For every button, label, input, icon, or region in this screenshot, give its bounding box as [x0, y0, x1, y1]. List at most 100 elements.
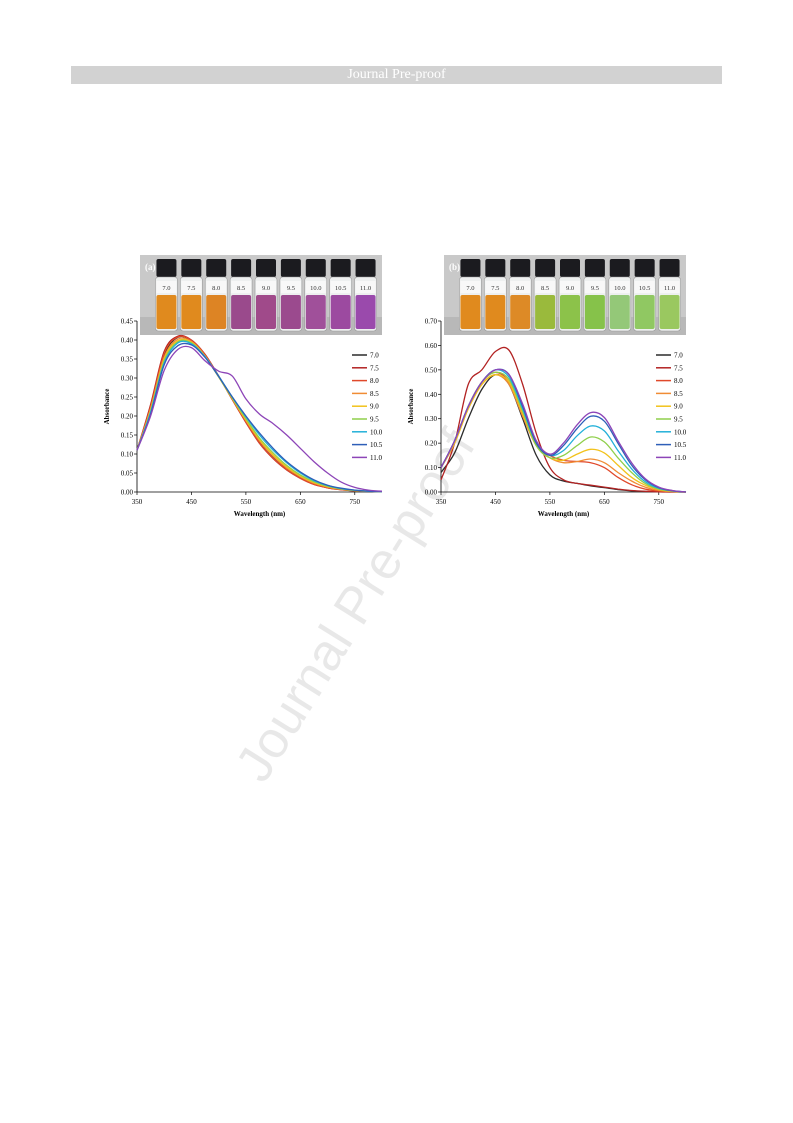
vial-solution	[560, 295, 580, 329]
vial-ph-label: 7.5	[187, 285, 195, 292]
x-tick-label: 350	[436, 498, 447, 506]
vial-solution	[206, 295, 227, 329]
y-tick-label: 0.25	[121, 394, 134, 402]
legend-label: 10.0	[674, 428, 687, 436]
vial-cap	[535, 259, 556, 277]
vial-label-sticker	[231, 281, 252, 293]
series-line	[440, 346, 686, 493]
vial-cap	[355, 259, 376, 277]
vial-ph-label: 8.0	[516, 285, 524, 292]
vial: 10.0	[304, 259, 328, 332]
legend-label: 7.0	[674, 352, 683, 360]
vial-solution	[305, 295, 326, 329]
vial-label-sticker	[535, 281, 556, 293]
y-tick-label: 0.20	[425, 440, 438, 448]
vial-photo: 7.0 7.5 8.0 8.5 9.0 9.5 10.0 10.5 11.0 (a)	[140, 255, 382, 335]
vial: 9.0	[254, 259, 278, 332]
vial-label-sticker	[256, 281, 276, 293]
legend-label: 10.5	[370, 441, 383, 449]
journal-banner: Journal Pre-proof	[71, 66, 722, 84]
vial-label-sticker	[609, 281, 630, 293]
vial-solution	[510, 295, 531, 329]
vial-solution	[659, 295, 680, 329]
legend: 7.0 7.5 8.0 8.5 9.0 9.5 10.0 10.5 11.0	[656, 352, 687, 462]
vial: 9.0	[558, 259, 582, 332]
series-line	[136, 340, 383, 493]
legend-label: 7.0	[370, 352, 379, 360]
x-tick-label: 450	[186, 498, 197, 506]
vial-solution	[330, 295, 351, 329]
series-group	[440, 346, 687, 493]
vial-ph-label: 9.5	[591, 285, 599, 292]
vial-solution	[535, 295, 556, 329]
series-group	[136, 334, 383, 493]
vial-ph-label: 10.0	[310, 285, 321, 292]
x-axis-label: Wavelength (nm)	[234, 510, 286, 518]
vial: 11.0	[658, 259, 681, 332]
vial-cap	[305, 259, 326, 277]
vial-solution	[231, 295, 252, 329]
vial: 8.0	[204, 259, 228, 332]
vial-cap	[206, 259, 227, 277]
vial-cap	[280, 259, 301, 277]
vial-ph-label: 9.0	[566, 285, 574, 292]
y-tick-label: 0.20	[121, 413, 134, 421]
vial-cap	[181, 259, 202, 277]
vial: 7.0	[459, 259, 482, 332]
y-tick-label: 0.70	[425, 318, 438, 326]
vial: 11.0	[354, 259, 377, 332]
y-tick-label: 0.50	[425, 366, 438, 374]
vial: 7.0	[155, 259, 178, 332]
legend-label: 8.0	[674, 377, 683, 385]
vial-solution	[156, 295, 177, 329]
vial-cap	[659, 259, 680, 277]
vial: 9.5	[583, 259, 607, 332]
x-tick-label: 750	[350, 498, 361, 506]
vial-solution	[355, 295, 376, 329]
chart-panel-b: 7.0 7.5 8.0 8.5 9.0 9.5 10.0 10.5 11.0 (b) 0.00 0.1…	[407, 255, 687, 518]
legend-label: 10.5	[674, 441, 687, 449]
vial-label-sticker	[584, 281, 605, 293]
vial-cap	[156, 259, 177, 277]
series-line	[440, 373, 686, 493]
vial-solution	[609, 295, 630, 329]
vial: 8.5	[229, 259, 253, 332]
vial-label-sticker	[330, 281, 351, 293]
y-tick-label: 0.00	[425, 489, 438, 497]
y-tick-label: 0.60	[425, 342, 438, 350]
vial-label-sticker	[206, 281, 227, 293]
vial-ph-label: 10.5	[335, 285, 346, 292]
vial-ph-label: 8.5	[541, 285, 549, 292]
vial-ph-label: 7.5	[491, 285, 499, 292]
vial-label-sticker	[156, 281, 177, 293]
x-axis-label: Wavelength (nm)	[538, 510, 590, 518]
legend-label: 8.5	[370, 390, 379, 398]
y-axis-label: Absorbance	[407, 389, 415, 425]
vial-cap	[609, 259, 630, 277]
vial-cap	[584, 259, 605, 277]
chart-panel-a: 7.0 7.5 8.0 8.5 9.0 9.5 10.0 10.5 11.0 (a) 0.00 0.0…	[103, 255, 383, 518]
vial-label-sticker	[355, 281, 376, 293]
legend-label: 9.0	[370, 403, 379, 411]
series-line	[440, 368, 687, 493]
series-line	[136, 339, 383, 493]
vial: 10.5	[329, 259, 352, 332]
legend-label: 9.0	[674, 403, 683, 411]
vial-ph-label: 10.0	[614, 285, 625, 292]
vial-cap	[231, 259, 252, 277]
vial-cap	[330, 259, 351, 277]
y-tick-label: 0.30	[121, 375, 134, 383]
banner-text: Journal Pre-proof	[347, 67, 446, 82]
y-tick-label: 0.10	[425, 464, 438, 472]
vial: 10.5	[633, 259, 656, 332]
vial-solution	[634, 295, 655, 329]
vial-solution	[181, 295, 202, 329]
panel-label: (b)	[449, 262, 460, 272]
series-line	[440, 373, 687, 493]
vial-ph-label: 7.0	[162, 285, 170, 292]
vial-ph-label: 7.0	[466, 285, 474, 292]
y-tick-label: 0.30	[425, 415, 438, 423]
vial-ph-label: 9.5	[287, 285, 295, 292]
vial: 8.0	[508, 259, 532, 332]
y-tick-label: 0.10	[121, 451, 134, 459]
